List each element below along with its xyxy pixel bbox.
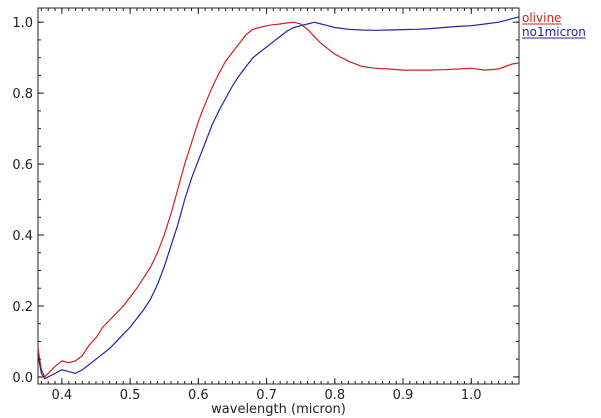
series-line-olivine — [37, 21, 520, 378]
y-tick-label: 0.8 — [12, 87, 33, 102]
x-tick-label: 1.0 — [461, 388, 482, 403]
x-tick-label: 0.8 — [324, 388, 345, 403]
y-tick-label: 0.0 — [12, 371, 33, 386]
legend-label-olivine: olivine — [522, 11, 561, 25]
x-tick-label: 0.6 — [188, 388, 209, 403]
x-axis-title: wavelength (micron) — [211, 402, 346, 417]
x-tick-label: 0.5 — [120, 388, 141, 403]
x-tick-label: 0.4 — [52, 388, 73, 403]
y-axis-ticks: 0.0 0.2 0.4 0.6 0.8 1.0 — [12, 16, 519, 386]
y-tick-label: 1.0 — [12, 16, 33, 31]
plot-frame — [37, 7, 520, 385]
y-tick-label: 0.6 — [12, 158, 33, 173]
y-tick-label: 0.4 — [12, 229, 33, 244]
x-tick-label: 0.7 — [256, 388, 277, 403]
x-axis-ticks: 0.4 0.5 0.6 0.7 0.8 0.9 1.0 — [40, 8, 520, 403]
y-tick-label: 0.2 — [12, 300, 33, 315]
legend-label-no1micron: no1micron — [522, 25, 586, 39]
series-line-no1micron — [37, 16, 520, 380]
x-tick-label: 0.9 — [393, 388, 414, 403]
series-lines — [37, 16, 520, 380]
